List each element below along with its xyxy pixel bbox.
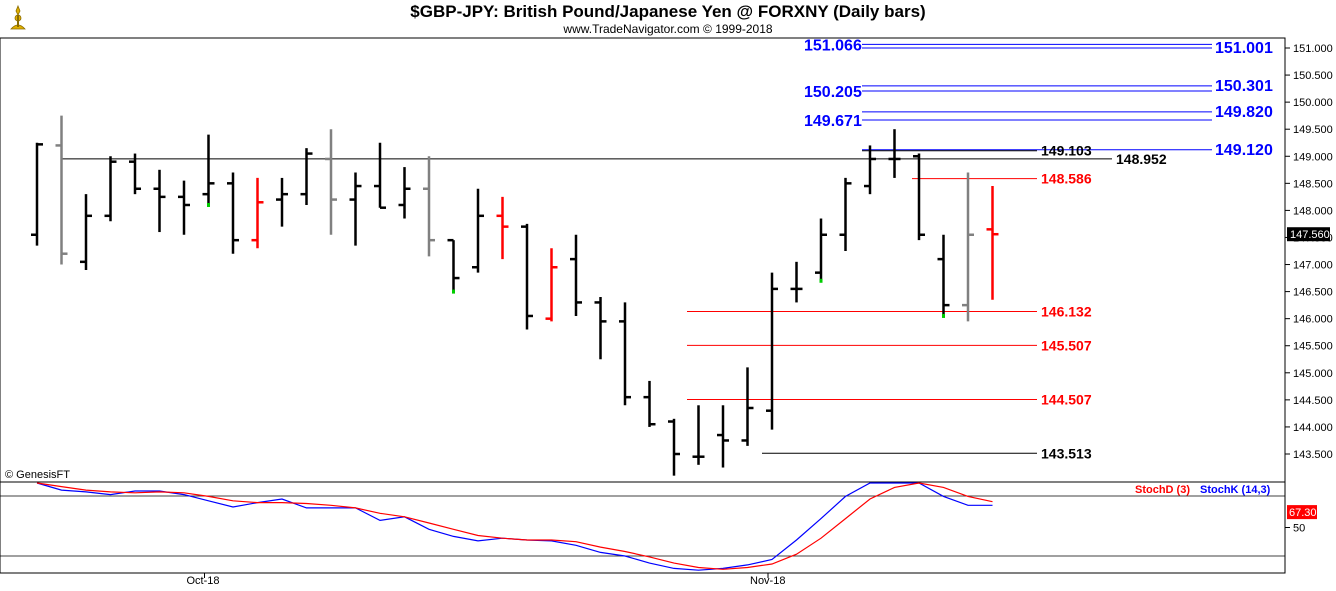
y-tick-label: 146.000 [1293,314,1333,326]
level-label: 149.120 [1215,142,1273,159]
y-tick-label: 149.500 [1293,124,1333,136]
level-label: 149.820 [1215,104,1273,121]
level-label: 151.001 [1215,40,1273,57]
level-label: 143.513 [1041,445,1092,461]
level-label: 149.103 [1041,143,1092,159]
level-label: 151.066 [804,37,862,54]
osc-tick-label: 50 [1293,523,1305,535]
level-label: 146.132 [1041,304,1092,320]
y-tick-label: 150.500 [1293,70,1333,82]
price-panel-frame [0,37,1286,483]
last-price-label: 147.560 [1290,229,1330,241]
y-tick-label: 146.500 [1293,287,1333,299]
osc-last-value-label: 67.30 [1289,507,1317,519]
chart-title: $GBP-JPY: British Pound/Japanese Yen @ F… [410,2,926,21]
last-price-box [1287,227,1330,242]
level-label: 150.205 [804,84,862,101]
signal-marker [207,202,210,207]
oscillator-legend-item: StochK (14,3) [1200,484,1271,496]
chart-subtitle: www.TradeNavigator.com © 1999-2018 [563,22,773,36]
y-tick-label: 149.000 [1293,151,1333,163]
y-tick-label: 143.500 [1293,449,1333,461]
x-tick-label: Oct-18 [187,575,220,587]
y-tick-label: 147.000 [1293,260,1333,272]
y-tick-label: 144.000 [1293,422,1333,434]
y-tick-label: 150.000 [1293,97,1333,109]
x-tick-label: Nov-18 [750,575,785,587]
y-tick-label: 145.000 [1293,368,1333,380]
signal-marker [942,313,945,318]
oscillator-legend-item: StochD (3) [1135,484,1190,496]
level-label: 148.952 [1116,151,1167,167]
level-label: 144.507 [1041,391,1092,407]
osc-last-value-box [1287,505,1317,520]
signal-marker [819,278,823,283]
y-tick-label: 151.000 [1293,43,1333,55]
level-label: 145.507 [1041,337,1092,353]
genesis-watermark: © GenesisFT [5,469,70,481]
y-tick-label: 145.500 [1293,341,1333,353]
y-tick-label: 144.500 [1293,395,1333,407]
stoch-line [36,482,993,570]
level-label: 150.301 [1215,78,1273,95]
signal-marker [452,289,455,294]
level-label: 148.586 [1041,171,1092,187]
level-label: 149.671 [804,113,862,130]
trade-navigator-logo [3,3,33,33]
y-tick-label: 148.500 [1293,178,1333,190]
y-tick-label: 148.000 [1293,205,1333,217]
